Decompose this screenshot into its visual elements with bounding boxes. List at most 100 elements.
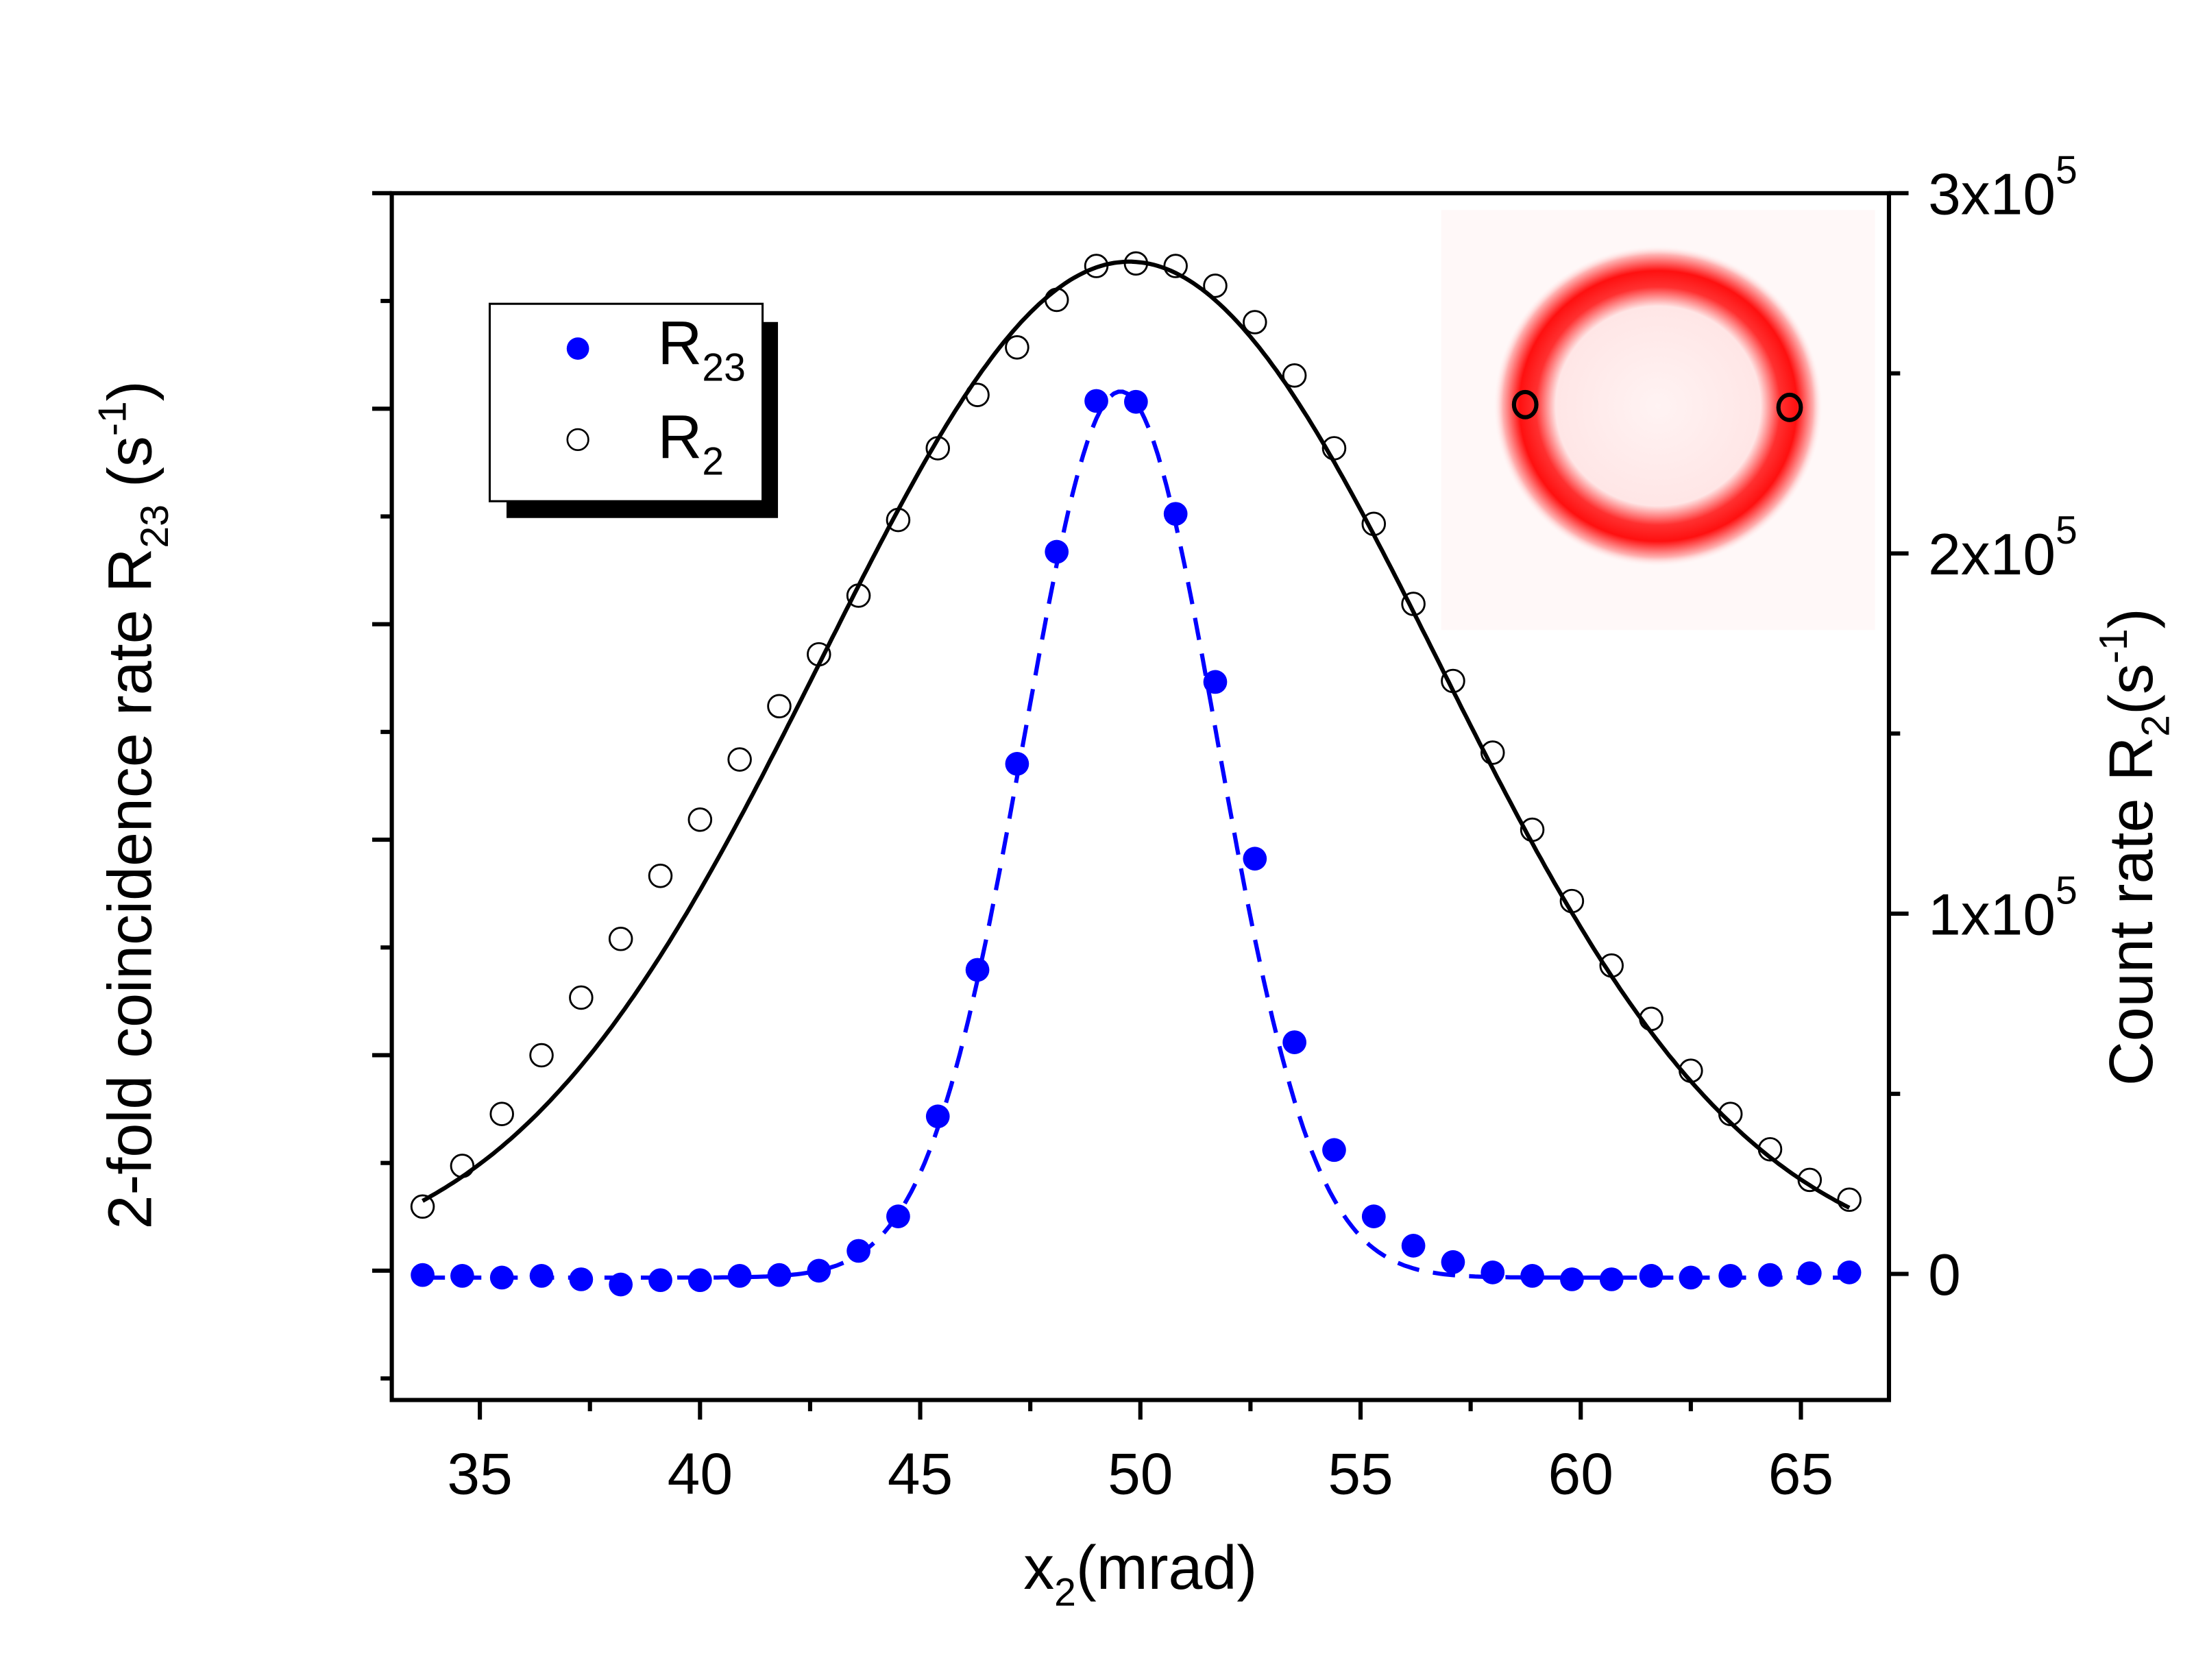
data-point-r2	[1797, 1167, 1823, 1193]
data-point-r2	[1163, 254, 1188, 278]
data-point-r2	[1084, 254, 1109, 278]
data-point-r2	[648, 864, 673, 888]
data-point-r23	[1163, 502, 1188, 526]
data-point-r23	[1401, 1234, 1426, 1258]
data-point-r2	[727, 747, 752, 772]
data-point-r23	[411, 1263, 435, 1287]
data-point-r23	[569, 1267, 594, 1291]
data-point-r23	[925, 1104, 950, 1129]
data-point-r23	[886, 1204, 910, 1228]
data-point-r23	[687, 1268, 712, 1293]
data-point-r2	[1441, 668, 1465, 694]
data-point-r2	[1243, 310, 1267, 334]
legend-marker-r2	[566, 428, 589, 451]
data-point-r2	[450, 1154, 475, 1178]
data-point-r23	[489, 1265, 514, 1290]
data-point-r2	[608, 927, 633, 951]
data-point-r2	[687, 807, 713, 832]
data-point-r2	[1639, 1006, 1663, 1032]
legend-marker-r23	[566, 337, 589, 360]
data-point-r23	[767, 1263, 792, 1287]
tick-exponent: 5	[2056, 869, 2077, 913]
data-point-r2	[1837, 1187, 1862, 1213]
data-point-r23	[609, 1272, 633, 1297]
data-point-r2	[1718, 1101, 1743, 1126]
tick-exponent: 5	[2056, 509, 2077, 552]
data-point-r2	[1282, 363, 1307, 388]
legend-label-r23: R23	[657, 309, 745, 390]
x-axis-title: x2(mrad)	[1023, 1534, 1257, 1615]
data-point-r23	[450, 1264, 474, 1288]
data-point-r23	[1480, 1261, 1505, 1285]
data-point-r2	[767, 694, 792, 719]
tick-exponent: 5	[2056, 149, 2077, 193]
data-point-r2	[569, 985, 594, 1010]
data-point-r2	[1520, 817, 1545, 842]
x-tick-label: 60	[1548, 1441, 1613, 1507]
data-point-r2	[1757, 1136, 1783, 1162]
data-point-r23	[965, 958, 990, 982]
data-point-r23	[1282, 1030, 1306, 1054]
data-point-r2	[846, 583, 871, 608]
data-point-r23	[1837, 1261, 1862, 1285]
data-point-r23	[1045, 539, 1069, 564]
tick-mantissa: 0	[1928, 1242, 1961, 1308]
x-tick-label: 50	[1108, 1441, 1173, 1507]
data-point-r2	[1480, 740, 1505, 765]
data-point-r23	[1203, 670, 1228, 694]
data-point-r23	[1560, 1267, 1584, 1291]
data-point-r23	[846, 1239, 870, 1263]
data-point-r23	[1322, 1138, 1346, 1162]
inset-marker-right	[1776, 392, 1803, 422]
legend-box	[488, 302, 764, 502]
tick-mantissa: 2x10	[1928, 522, 2056, 587]
data-point-r23	[1361, 1204, 1386, 1228]
data-point-r2	[886, 507, 911, 533]
y-axis-right-title: Count rate R2(s-1)	[2092, 608, 2178, 1086]
y-axis-left-title: 2-fold coincidence rate R23 (s-1)	[91, 380, 177, 1229]
data-point-r2	[1361, 511, 1387, 537]
legend: R23 R2	[488, 302, 779, 518]
y-right-tick-label: 3x105	[1928, 149, 2077, 228]
data-point-r23	[1679, 1265, 1703, 1290]
data-point-r2	[1679, 1058, 1703, 1083]
data-point-r23	[807, 1258, 831, 1283]
data-point-r23	[1599, 1267, 1624, 1291]
inset-ring-image	[1441, 210, 1875, 631]
x-tick-label: 35	[447, 1441, 512, 1507]
data-point-r23	[1441, 1250, 1465, 1274]
data-point-r2	[489, 1101, 514, 1126]
data-point-r2	[529, 1043, 554, 1068]
data-point-r23	[1758, 1263, 1782, 1287]
data-point-r2	[410, 1194, 435, 1219]
data-point-r23	[529, 1264, 554, 1288]
data-point-r23	[1005, 752, 1029, 776]
data-point-r2	[1401, 592, 1426, 616]
data-point-r23	[1797, 1261, 1822, 1285]
data-point-r23	[1718, 1264, 1743, 1288]
y-right-tick-label: 0	[1928, 1242, 1961, 1308]
data-point-r2	[1559, 888, 1585, 914]
x-tick-label: 45	[888, 1441, 953, 1507]
data-point-r2	[807, 642, 831, 667]
data-point-r2	[1599, 953, 1624, 978]
data-point-r23	[1084, 389, 1108, 413]
data-point-r2	[1123, 251, 1149, 276]
y-right-tick-label: 2x105	[1928, 509, 2077, 587]
data-point-r23	[1124, 389, 1148, 414]
data-point-r23	[1243, 847, 1267, 871]
data-point-r2	[965, 382, 990, 407]
data-point-r2	[1203, 273, 1228, 298]
x-tick-label: 55	[1328, 1441, 1393, 1507]
data-point-r23	[1520, 1264, 1544, 1288]
tick-mantissa: 3x10	[1928, 161, 2056, 227]
tick-mantissa: 1x10	[1928, 882, 2056, 948]
y-right-tick-label: 1x105	[1928, 869, 2077, 948]
data-point-r23	[727, 1264, 752, 1288]
data-point-r2	[1321, 436, 1347, 461]
data-point-r2	[1005, 335, 1029, 360]
x-tick-label: 40	[668, 1441, 733, 1507]
data-point-r2	[925, 436, 951, 461]
data-point-r2	[1044, 287, 1069, 313]
